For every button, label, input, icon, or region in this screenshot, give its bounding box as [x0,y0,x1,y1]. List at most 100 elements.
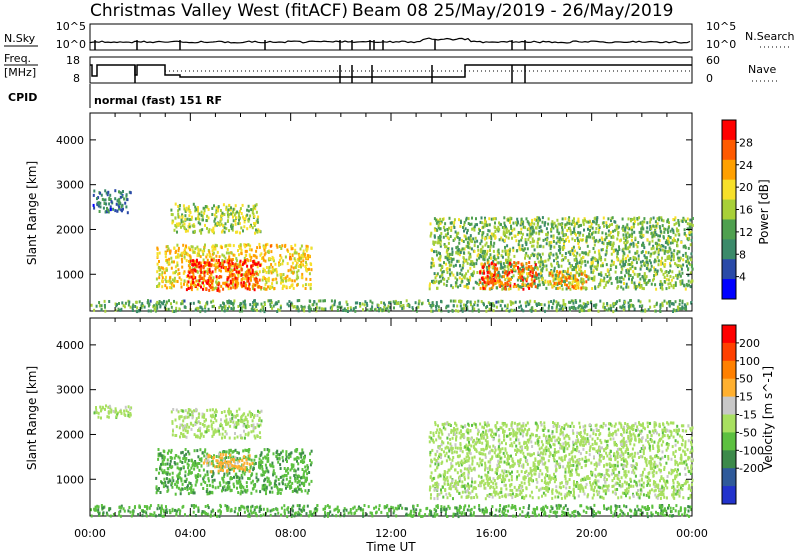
heatmap-cell [450,229,452,232]
heatmap-cell [530,254,532,257]
heatmap-cell [125,302,127,305]
heatmap-cell [522,244,524,247]
heatmap-cell [156,270,158,273]
heatmap-cell [553,277,555,280]
heatmap-cell [249,288,251,291]
heatmap-cell [446,284,448,287]
heatmap-cell [532,226,534,229]
heatmap-cell [204,244,206,247]
heatmap-cell [544,310,546,313]
heatmap-cell [690,252,692,255]
heatmap-cell [639,278,641,281]
heatmap-cell [608,279,610,282]
heatmap-cell [268,278,270,281]
heatmap-cell [174,463,176,466]
heatmap-cell [577,218,579,221]
heatmap-cell [101,304,103,307]
heatmap-cell [456,305,458,308]
heatmap-cell [534,248,536,251]
heatmap-cell [664,259,666,262]
heatmap-cell [216,206,218,209]
heatmap-cell [501,288,503,291]
heatmap-cell [221,489,223,492]
heatmap-cell [437,272,439,275]
heatmap-cell [193,491,195,494]
heatmap-cell [241,278,243,281]
heatmap-cell [200,286,202,289]
heatmap-cell [447,271,449,274]
heatmap-cell [93,207,95,210]
heatmap-cell [628,272,630,275]
heatmap-cell [312,303,314,306]
heatmap-cell [569,253,571,256]
heatmap-cell [495,276,497,279]
heatmap-cell [559,286,561,289]
heatmap-cell [225,222,227,225]
heatmap-cell [674,216,676,219]
heatmap-cell [487,271,489,274]
heatmap-cell [274,472,276,475]
heatmap-cell [243,284,245,287]
heatmap-cell [197,254,199,257]
heatmap-cell [245,458,247,461]
heatmap-cell [378,308,380,311]
heatmap-cell [294,257,296,260]
heatmap-cell [542,263,544,266]
heatmap-cell [556,262,558,265]
heatmap-cell [290,257,292,260]
heatmap-cell [576,252,578,255]
heatmap-cell [484,258,486,261]
heatmap-cell [533,229,535,232]
heatmap-cell [676,252,678,255]
heatmap-cell [562,217,564,220]
heatmap-cell [621,276,623,279]
heatmap-cell [195,217,197,220]
heatmap-cell [125,406,127,409]
heatmap-cell [691,265,693,268]
heatmap-cell [631,229,633,232]
heatmap-cell [601,248,603,251]
heatmap-cell [494,279,496,282]
heatmap-cell [305,287,307,290]
heatmap-cell [489,246,491,249]
heatmap-cell [550,235,552,238]
heatmap-cell [456,282,458,285]
heatmap-cell [196,259,198,262]
heatmap-cell [505,228,507,231]
heatmap-cell [516,218,518,221]
heatmap-cell [648,279,650,282]
heatmap-cell [552,302,554,305]
heatmap-cell [227,248,229,251]
heatmap-cell [526,278,528,281]
heatmap-cell [297,306,299,309]
heatmap-cell [165,252,167,255]
heatmap-cell [170,460,172,463]
heatmap-cell [139,300,141,303]
nsky-tick-high: 10^5 [56,20,86,33]
heatmap-cell [495,263,497,266]
heatmap-cell [462,226,464,229]
heatmap-cell [583,286,585,289]
heatmap-cell [530,223,532,226]
heatmap-cell [619,277,621,280]
heatmap-cell [199,458,201,461]
heatmap-cell [213,248,215,251]
heatmap-cell [178,272,180,275]
heatmap-cell [592,271,594,274]
heatmap-cell [116,303,118,306]
heatmap-cell [626,283,628,286]
heatmap-cell [610,308,612,311]
heatmap-cell [99,202,101,205]
heatmap-cell [234,284,236,287]
heatmap-cell [282,285,284,288]
heatmap-cell [159,252,161,255]
heatmap-cell [508,237,510,240]
heatmap-cell [492,286,494,289]
heatmap-cell [207,259,209,262]
heatmap-cell [246,250,248,253]
heatmap-cell [653,277,655,280]
heatmap-cell [587,261,589,264]
heatmap-cell [673,276,675,279]
heatmap-cell [161,469,163,472]
heatmap-cell [690,258,692,261]
